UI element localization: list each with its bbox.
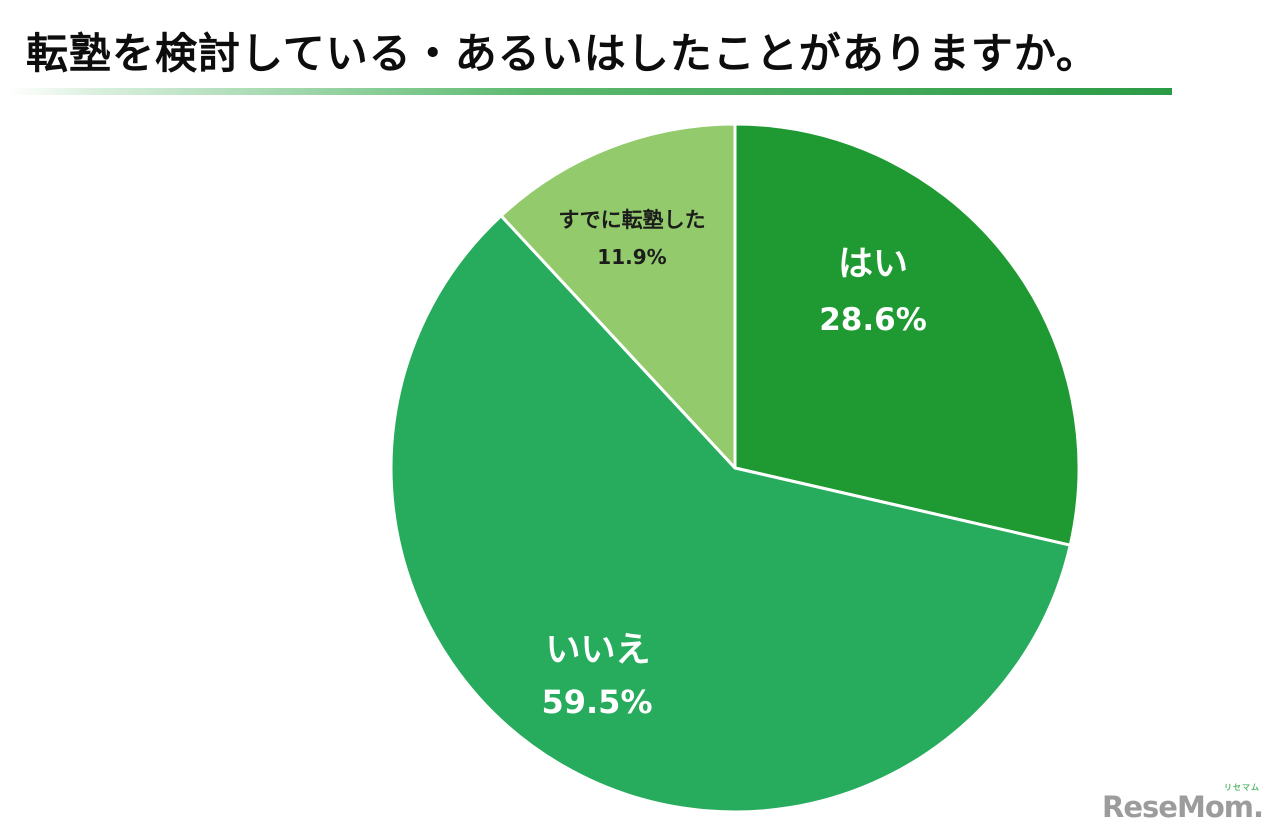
slice-value-already-switched: 11.9% [597, 245, 667, 269]
pie-slice-2 [499, 122, 737, 470]
resemom-logo-dot: . [1252, 790, 1264, 824]
pie-chart-svg [389, 122, 1081, 814]
title-underline [8, 88, 1172, 95]
pie-slice-1 [389, 214, 1072, 814]
slice-label-yes: はい [837, 244, 909, 285]
slice-label-no: いいえ [545, 630, 651, 671]
resemom-logo: リセマム ReseMom. [1102, 784, 1264, 824]
resemom-logo-text: ReseMom [1102, 790, 1254, 824]
slice-label-already-switched: すでに転塾した [558, 208, 706, 232]
chart-title: 転塾を検討している・あるいはしたことがありますか。 [26, 29, 1099, 78]
slice-value-yes: 28.6% [819, 302, 927, 338]
resemom-logo-furigana: リセマム [1224, 783, 1260, 792]
slice-value-no: 59.5% [541, 683, 653, 721]
pie-slice-0 [733, 122, 1081, 547]
pie-chart [385, 118, 1085, 818]
